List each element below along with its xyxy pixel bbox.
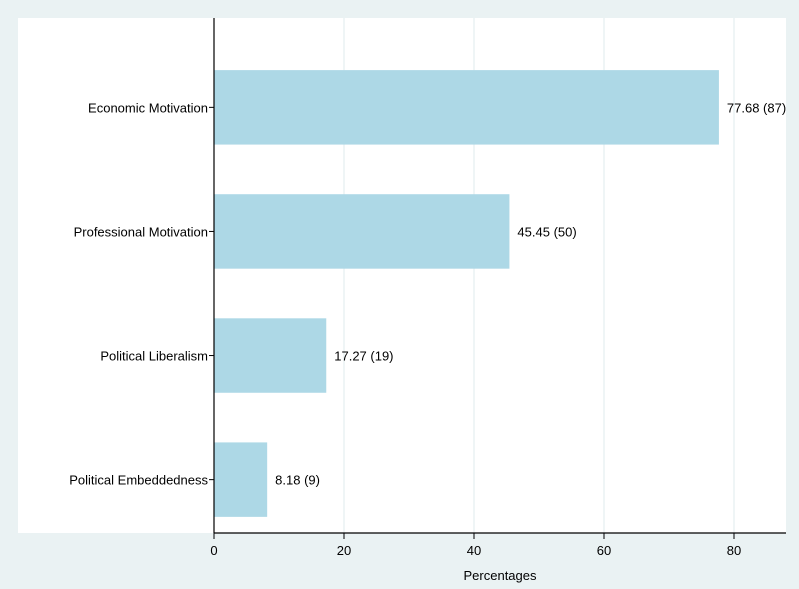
bar bbox=[214, 70, 719, 145]
category-label: Economic Motivation bbox=[88, 100, 208, 115]
data-labels: 77.68 (87) 45.45 (50) 17.27 (19) 8.18 (9) bbox=[275, 100, 786, 487]
x-tick-label: 40 bbox=[467, 543, 481, 558]
category-label: Professional Motivation bbox=[74, 224, 208, 239]
data-label: 17.27 (19) bbox=[334, 349, 393, 364]
bar bbox=[214, 318, 327, 393]
data-label: 77.68 (87) bbox=[727, 100, 786, 115]
category-label: Political Liberalism bbox=[100, 349, 208, 364]
bars bbox=[214, 70, 719, 517]
x-tick-label: 20 bbox=[337, 543, 351, 558]
x-tick-label: 80 bbox=[727, 543, 741, 558]
x-tick-label: 60 bbox=[597, 543, 611, 558]
x-tick-label: 0 bbox=[210, 543, 217, 558]
axes: 0 20 40 60 80 Economic Motivation Professional… bbox=[69, 18, 786, 558]
bar bbox=[214, 442, 268, 517]
bar bbox=[214, 194, 510, 269]
category-label: Political Embeddedness bbox=[69, 473, 208, 488]
data-label: 8.18 (9) bbox=[275, 473, 320, 488]
x-axis-title: Percentages bbox=[464, 568, 537, 583]
data-label: 45.45 (50) bbox=[517, 224, 576, 239]
